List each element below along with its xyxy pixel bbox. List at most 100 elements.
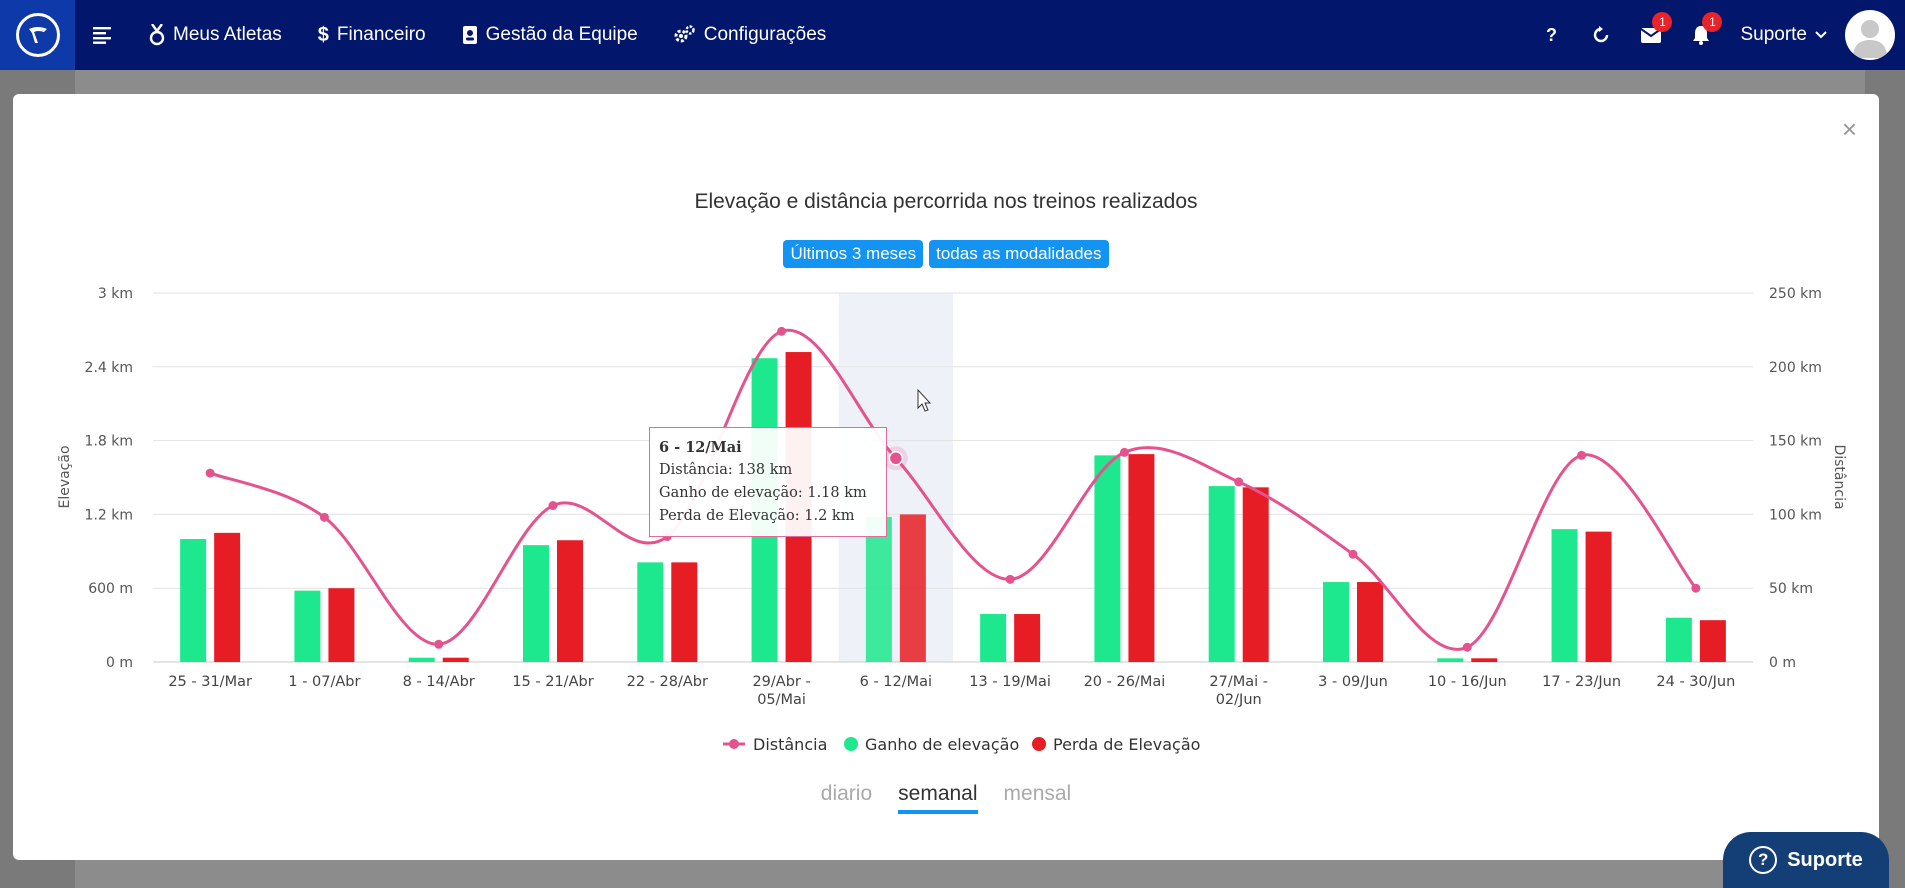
- gain-bar: [865, 516, 892, 662]
- x-axis-category-label: 02/Jun: [1216, 692, 1262, 708]
- filter-period-button[interactable]: Últimos 3 meses: [783, 240, 924, 268]
- tooltip-gain: Ganho de elevação: 1.18 km: [659, 485, 867, 501]
- distance-point: [1234, 477, 1244, 487]
- gain-bar: [1094, 455, 1121, 662]
- distance-point-active: [888, 451, 904, 466]
- sync-button[interactable]: [1576, 0, 1626, 70]
- x-axis-category-label: 1 - 07/Abr: [288, 674, 360, 690]
- user-menu[interactable]: Suporte: [1726, 24, 1845, 46]
- distance-point: [548, 501, 558, 511]
- distance-point: [1348, 549, 1358, 559]
- x-axis-category-label: 3 - 09/Jun: [1318, 674, 1388, 690]
- x-axis-category-label: 6 - 12/Mai: [860, 674, 932, 690]
- nav-meus-atletas-label: Meus Atletas: [173, 24, 282, 45]
- right-axis-tick-label: 50 km: [1769, 581, 1813, 597]
- messages-button[interactable]: 1: [1626, 0, 1676, 70]
- support-button[interactable]: ? Suporte: [1723, 832, 1889, 888]
- loss-bar: [328, 588, 355, 662]
- question-circle-icon: ?: [1749, 846, 1778, 874]
- menu-toggle-button[interactable]: [75, 0, 131, 70]
- distance-point: [1119, 447, 1129, 457]
- gain-bar: [180, 539, 207, 662]
- nav-configuracoes-label: Configurações: [703, 24, 827, 45]
- left-axis-title: Elevação: [57, 445, 73, 508]
- mouse-cursor-icon: [917, 388, 932, 412]
- nav-financeiro[interactable]: $ Financeiro: [300, 0, 444, 70]
- legend-gain-label: Ganho de elevação: [865, 735, 1019, 754]
- legend-distance-swatch: [729, 739, 739, 749]
- right-axis-tick-label: 200 km: [1769, 360, 1822, 376]
- tooltip-loss: Perda de Elevação: 1.2 km: [659, 508, 855, 524]
- x-axis-category-label: 15 - 21/Abr: [512, 674, 593, 690]
- top-navbar: Meus Atletas $ Financeiro Gestão da Equi…: [0, 0, 1905, 70]
- x-axis-category-label: 20 - 26/Mai: [1084, 674, 1166, 690]
- notifications-button[interactable]: 1: [1676, 0, 1726, 70]
- tab-mensal[interactable]: mensal: [1003, 782, 1072, 805]
- chart-title: Elevação e distância percorrida nos trei…: [694, 190, 1198, 213]
- tab-diario[interactable]: diario: [820, 782, 873, 805]
- distance-point: [1691, 583, 1701, 593]
- close-button[interactable]: ×: [1841, 114, 1857, 144]
- legend-gain-swatch: [844, 737, 858, 751]
- left-axis-tick-label: 0 m: [106, 655, 133, 671]
- help-button[interactable]: ?: [1526, 0, 1576, 70]
- filter-modality-button[interactable]: todas as modalidades: [929, 240, 1109, 268]
- gain-bar: [637, 562, 664, 662]
- gain-bar: [1437, 658, 1464, 662]
- tab-semanal[interactable]: semanal: [898, 782, 978, 814]
- gain-bar: [1323, 582, 1349, 662]
- x-axis-category-label: 25 - 31/Mar: [168, 674, 252, 690]
- tooltip-title: 6 - 12/Mai: [659, 439, 742, 456]
- gain-bar: [980, 614, 1007, 662]
- brand-logo: [15, 13, 60, 57]
- nav-meus-atletas[interactable]: Meus Atletas: [131, 0, 300, 70]
- right-axis-tick-label: 0 m: [1769, 655, 1796, 671]
- period-tabs: diario semanal mensal: [13, 782, 1879, 814]
- right-axis-title: Distância: [1831, 444, 1847, 509]
- loss-bar: [214, 532, 241, 662]
- dollar-icon: $: [317, 23, 329, 46]
- loss-bar: [899, 514, 926, 662]
- gain-bar: [523, 545, 549, 662]
- x-axis-category-label: 29/Abr -: [752, 674, 810, 690]
- loss-bar: [671, 562, 698, 662]
- left-axis-tick-label: 3 km: [98, 286, 133, 302]
- left-axis-tick-label: 1.2 km: [85, 507, 133, 523]
- chart-tooltip: 6 - 12/Mai Distância: 138 km Ganho de el…: [649, 427, 887, 537]
- x-axis-category-label: 22 - 28/Abr: [627, 674, 708, 690]
- gain-bar: [1665, 617, 1692, 662]
- chart-modal: × Elevação e distância percorrida nos tr…: [13, 94, 1879, 860]
- gain-bar: [294, 590, 321, 662]
- distance-point: [777, 326, 787, 336]
- chevron-down-icon: [1815, 31, 1827, 39]
- loss-bar: [1014, 614, 1041, 662]
- question-icon: ?: [1545, 24, 1557, 45]
- nav-gestao-equipe-label: Gestão da Equipe: [485, 24, 638, 45]
- distance-point: [319, 512, 329, 522]
- distance-point: [434, 639, 444, 649]
- user-silhouette-icon: [1853, 20, 1887, 58]
- loss-bar: [1699, 620, 1726, 662]
- nav-configuracoes[interactable]: Configurações: [656, 0, 845, 70]
- legend-loss-label: Perda de Elevação: [1053, 735, 1200, 754]
- medal-icon: [149, 24, 165, 46]
- tooltip-distance: Distância: 138 km: [659, 462, 793, 478]
- loss-bar: [557, 540, 583, 662]
- brand-logo-area[interactable]: [0, 0, 75, 70]
- right-axis-tick-label: 100 km: [1769, 507, 1822, 523]
- avatar[interactable]: [1845, 10, 1895, 60]
- distance-point: [1462, 642, 1472, 652]
- contact-book-icon: [462, 26, 477, 44]
- right-axis-tick-label: 250 km: [1769, 286, 1822, 302]
- gears-icon: [674, 25, 695, 43]
- messages-badge: 1: [1652, 12, 1673, 32]
- nav-gestao-equipe[interactable]: Gestão da Equipe: [444, 0, 656, 70]
- gain-bar: [1208, 486, 1235, 662]
- x-axis-category-label: 05/Mai: [757, 692, 806, 708]
- user-menu-label: Suporte: [1740, 24, 1807, 45]
- distance-point: [205, 468, 215, 478]
- loss-bar: [442, 657, 469, 662]
- loss-bar: [1471, 658, 1498, 662]
- support-button-label: Suporte: [1787, 848, 1863, 871]
- left-axis-tick-label: 1.8 km: [85, 434, 133, 450]
